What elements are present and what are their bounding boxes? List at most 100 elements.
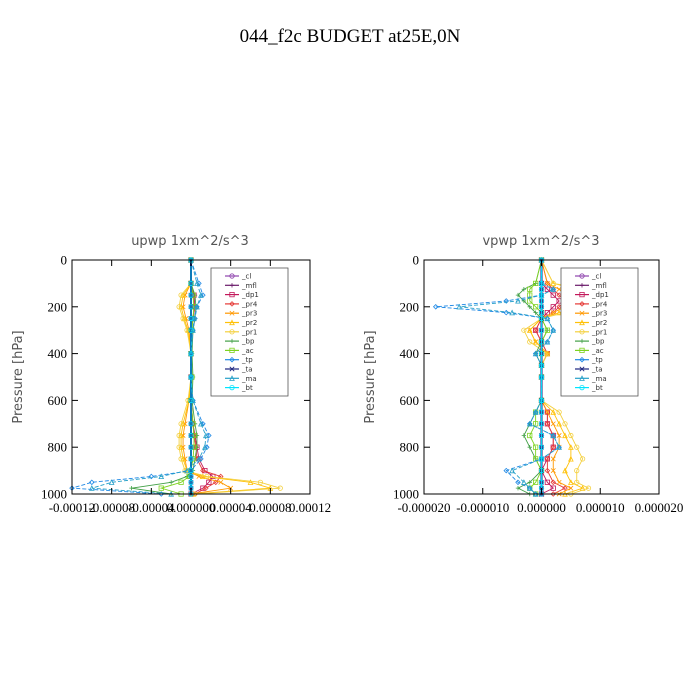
upwp-panel: upwp 1xm^2/s^3 Pressure [hPa] 0 200 400 600 80…	[11, 234, 331, 515]
point-marker	[526, 485, 533, 491]
point-marker	[190, 327, 196, 333]
point-marker	[544, 280, 550, 286]
point-marker	[204, 473, 210, 480]
point-marker	[515, 292, 521, 298]
point-marker	[527, 304, 532, 309]
legend-item: _tp	[575, 356, 603, 364]
point-marker	[194, 280, 200, 286]
point-marker	[568, 485, 574, 491]
x-tick-label: -0.000020	[397, 500, 450, 515]
legend: _cl_mfl_dp1_pr4_pr3_pr2_pr1_bp_ac_tp_ta_…	[560, 267, 639, 397]
point-marker	[579, 375, 585, 381]
point-marker	[538, 432, 545, 439]
point-marker	[579, 273, 585, 279]
point-marker	[198, 420, 204, 427]
point-marker	[538, 327, 545, 333]
legend-item: _pr1	[225, 328, 257, 336]
legend-item: _pr2	[575, 319, 607, 327]
legend-item: _bt	[225, 384, 253, 392]
point-marker	[533, 304, 539, 310]
point-marker	[538, 467, 545, 474]
point-marker	[550, 479, 557, 486]
point-marker	[538, 280, 545, 286]
point-marker	[544, 409, 550, 415]
y-tick-label: 1000	[41, 487, 67, 502]
point-marker	[532, 409, 539, 415]
legend-item: _pr4	[225, 300, 258, 308]
legend-item: _ta	[575, 366, 603, 374]
legend-label: _mfl	[241, 282, 257, 290]
point-marker	[194, 303, 200, 310]
series-bp	[515, 257, 550, 497]
point-marker	[184, 327, 190, 333]
point-marker	[550, 280, 556, 286]
point-marker	[188, 421, 194, 427]
x-tick-label: 0.000010	[576, 500, 625, 515]
point-marker	[188, 350, 194, 357]
point-marker	[533, 421, 539, 427]
point-marker	[509, 467, 515, 474]
point-marker	[562, 421, 568, 427]
point-marker	[556, 309, 562, 316]
point-marker	[168, 480, 174, 485]
legend-item: _bt	[575, 384, 603, 392]
point-marker	[579, 384, 585, 391]
point-marker	[188, 315, 194, 322]
point-marker	[527, 480, 532, 485]
point-marker	[527, 339, 533, 345]
point-marker	[538, 298, 545, 304]
point-marker	[538, 374, 545, 380]
point-marker	[176, 304, 182, 310]
point-marker	[526, 327, 533, 333]
y-tick-label: 200	[400, 299, 420, 314]
point-marker	[544, 456, 551, 462]
point-marker	[178, 479, 184, 485]
point-marker	[515, 479, 521, 486]
x-tick-label: -0.000010	[456, 500, 509, 515]
legend-label: _bt	[591, 384, 603, 392]
point-marker	[188, 304, 194, 310]
y-tick-label: 600	[400, 393, 420, 408]
y-axis-label: Pressure [hPa]	[11, 330, 26, 423]
x-tick-label: 0.000000	[167, 500, 216, 515]
point-marker	[188, 292, 194, 298]
y-axis-label: Pressure [hPa]	[363, 330, 378, 423]
point-marker	[229, 273, 235, 279]
legend-label: _pr4	[241, 300, 258, 308]
legend-item: _pr3	[575, 310, 607, 318]
series-ma	[456, 256, 562, 497]
point-marker	[550, 286, 557, 292]
point-marker	[579, 338, 585, 344]
series-bt	[188, 257, 194, 497]
legend-label: _ac	[241, 347, 254, 355]
point-marker	[556, 479, 562, 485]
point-marker	[556, 409, 562, 415]
point-marker	[544, 327, 550, 333]
point-marker	[550, 292, 556, 298]
point-marker	[544, 310, 550, 316]
legend-label: _ta	[591, 366, 603, 374]
legend-item: _ta	[225, 366, 253, 374]
point-marker	[579, 347, 585, 354]
legend-label: _pr1	[241, 328, 257, 336]
series-line	[71, 259, 210, 495]
point-marker	[178, 456, 184, 462]
point-marker	[568, 444, 574, 450]
point-marker	[247, 479, 254, 485]
point-marker	[527, 286, 533, 292]
y-tick-label: 200	[48, 299, 68, 314]
point-marker	[188, 397, 194, 403]
point-marker	[562, 432, 568, 439]
point-marker	[556, 304, 562, 310]
point-marker	[190, 397, 196, 403]
legend-item: _ac	[575, 347, 604, 355]
point-marker	[544, 467, 551, 474]
y-tick-label: 0	[61, 253, 68, 268]
legend-label: _bt	[241, 384, 253, 392]
legend-frame	[560, 267, 639, 397]
point-marker	[277, 485, 283, 491]
legend-label: _dp1	[241, 291, 259, 299]
point-marker	[556, 444, 562, 450]
point-marker	[203, 485, 209, 491]
point-marker	[538, 479, 545, 485]
